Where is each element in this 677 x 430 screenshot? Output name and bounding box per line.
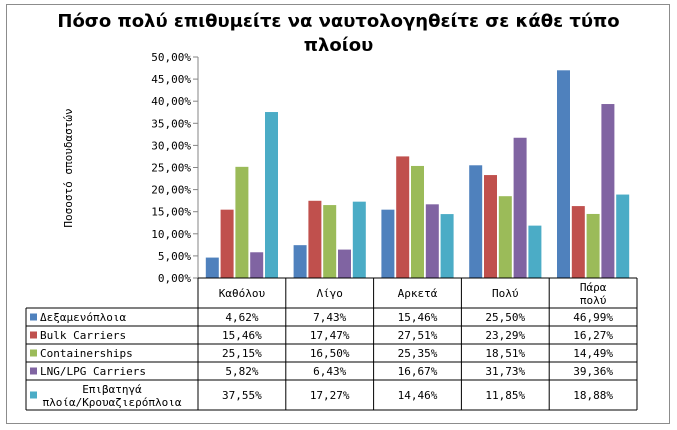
data-label: 7,43% [313, 311, 346, 324]
bar [308, 200, 322, 278]
category-label: Καθόλου [219, 287, 266, 300]
data-label: 15,46% [222, 329, 262, 342]
bar [411, 165, 424, 278]
data-label: 25,50% [485, 311, 525, 324]
bar [205, 257, 219, 278]
bar [616, 194, 630, 278]
y-tick-label: 10,00% [151, 228, 191, 241]
data-label: 25,35% [398, 347, 438, 360]
bar [586, 213, 600, 278]
chart-title-line-2: πλοίου [303, 35, 374, 56]
data-label: 37,55% [222, 389, 262, 402]
chart-title: Πόσο πολύ επιθυμείτε να ναυτολογηθείτε σ… [0, 10, 677, 58]
y-tick-label: 35,00% [151, 117, 191, 130]
y-tick-label: 5,00% [158, 250, 191, 263]
y-tick-label: 15,00% [151, 206, 191, 219]
category-label: Πάρα [580, 281, 607, 294]
bar [396, 156, 410, 278]
y-tick-label: 0,00% [158, 272, 191, 285]
data-label: 18,51% [485, 347, 525, 360]
data-label: 23,29% [485, 329, 525, 342]
series-label: Επιβατηγά [82, 383, 142, 396]
y-tick-label: 25,00% [151, 162, 191, 175]
bar [352, 201, 366, 278]
data-label: 15,46% [398, 311, 438, 324]
bar [293, 245, 307, 278]
legend-key [30, 313, 37, 321]
data-label: 16,27% [573, 329, 613, 342]
series-label: LNG/LPG Carriers [40, 365, 146, 378]
category-label: Λίγο [316, 287, 343, 300]
legend-key [30, 367, 37, 375]
series-label: Δεξαμενόπλοια [40, 311, 126, 324]
data-label: 25,15% [222, 347, 262, 360]
legend-key [30, 331, 37, 339]
data-label: 18,88% [573, 389, 613, 402]
series-label: Bulk Carriers [40, 329, 126, 342]
data-label: 14,49% [573, 347, 613, 360]
bar [425, 204, 439, 278]
data-label: 39,36% [573, 365, 613, 378]
data-label: 46,99% [573, 311, 613, 324]
data-label: 14,46% [398, 389, 438, 402]
data-label: 27,51% [398, 329, 438, 342]
bar [469, 165, 483, 278]
bar [323, 205, 337, 278]
y-tick-label: 20,00% [151, 184, 191, 197]
bar [381, 209, 395, 278]
bar [484, 175, 497, 278]
y-tick-label: 50,00% [151, 51, 191, 64]
category-label: πολύ [580, 294, 607, 307]
legend-key [30, 391, 37, 399]
bar [498, 196, 512, 278]
series-label: Containerships [40, 347, 133, 360]
y-tick-label: 30,00% [151, 139, 191, 152]
bar [601, 104, 615, 278]
data-label: 6,43% [313, 365, 346, 378]
data-label: 4,62% [225, 311, 258, 324]
y-tick-label: 40,00% [151, 95, 191, 108]
bar [557, 70, 570, 278]
y-axis-title: Ποσοστό σπουδαστών [62, 108, 75, 227]
chart-title-line-1: Πόσο πολύ επιθυμείτε να ναυτολογηθείτε σ… [57, 11, 620, 32]
data-label: 31,73% [485, 365, 525, 378]
category-label: Πολύ [492, 287, 519, 300]
bar [220, 209, 234, 278]
bar [513, 137, 527, 278]
bar [528, 225, 542, 278]
bar [265, 112, 278, 279]
series-label: πλοία/Κρουαζιερόπλοια [42, 396, 181, 409]
bar [571, 206, 585, 278]
bar [250, 252, 264, 278]
y-tick-label: 45,00% [151, 73, 191, 86]
data-label: 16,50% [310, 347, 350, 360]
bar [235, 166, 249, 278]
bar [338, 249, 351, 278]
category-label: Αρκετά [398, 287, 438, 300]
data-label: 5,82% [225, 365, 258, 378]
data-label: 11,85% [485, 389, 525, 402]
bar [440, 214, 454, 278]
data-label: 17,47% [310, 329, 350, 342]
data-label: 16,67% [398, 365, 438, 378]
data-label: 17,27% [310, 389, 350, 402]
legend-key [30, 349, 37, 357]
